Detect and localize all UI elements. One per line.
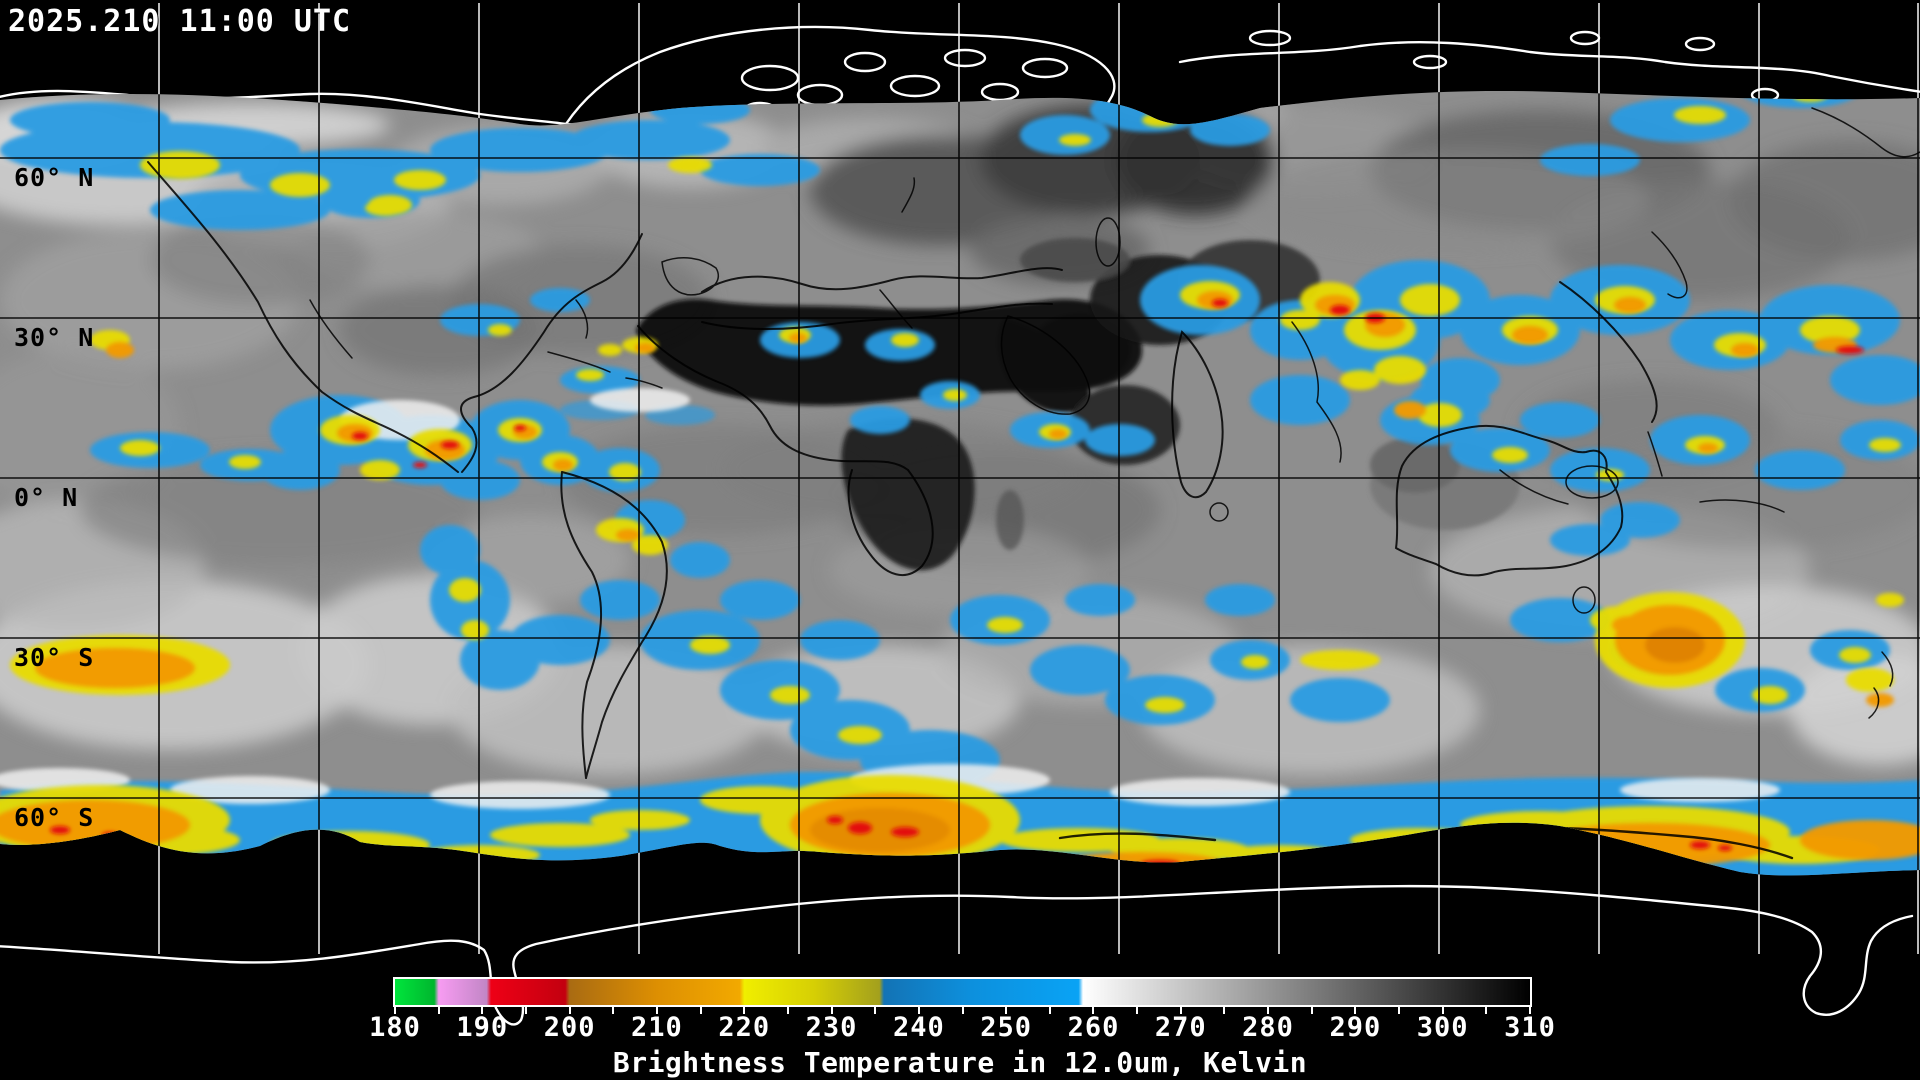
colorbar-tick <box>1136 1005 1139 1014</box>
colorbar-tick <box>394 1005 396 1014</box>
colorbar-tick-label: 300 <box>1416 1012 1469 1043</box>
colorbar-tick-label: 210 <box>631 1012 683 1043</box>
colorbar-tick <box>874 1005 877 1014</box>
colorbar-tick-label: 260 <box>1067 1012 1120 1043</box>
colorbar-tick <box>524 1005 527 1014</box>
colorbar-tick <box>1267 1005 1270 1014</box>
colorbar-tick <box>1092 1005 1095 1014</box>
colorbar-tick <box>743 1005 746 1014</box>
colorbar-tick-label: 250 <box>980 1012 1033 1043</box>
colorbar <box>393 977 1532 1007</box>
colorbar-tick <box>961 1005 964 1014</box>
colorbar-tick <box>655 1005 658 1014</box>
colorbar-tick <box>1441 1005 1444 1014</box>
graticule-black <box>0 0 1920 958</box>
colorbar-tick <box>917 1005 920 1014</box>
colorbar-tick-label: 180 <box>369 1012 421 1043</box>
colorbar-tick-label: 190 <box>456 1012 509 1043</box>
colorbar-tick-label: 230 <box>805 1012 858 1043</box>
colorbar-tick-label: 310 <box>1504 1012 1556 1043</box>
colorbar-tick <box>1179 1005 1182 1014</box>
colorbar-labels: 180 190 200 210 220 230 240 250 260 270 280 290 300 3… <box>369 1012 1555 1043</box>
continent-coastlines <box>147 107 1920 860</box>
colorbar-tick <box>481 1005 484 1014</box>
colorbar-gradient <box>395 979 1530 1005</box>
colorbar-tick-label: 240 <box>892 1012 945 1043</box>
colorbar-tick-label: 290 <box>1329 1012 1382 1043</box>
colorbar-tick <box>1223 1005 1226 1014</box>
colorbar-tick <box>699 1005 702 1014</box>
colorbar-tick <box>612 1005 615 1014</box>
colorbar-ticks <box>394 1005 1531 1014</box>
colorbar-tick-label: 220 <box>718 1012 771 1043</box>
colorbar-tick <box>830 1005 833 1014</box>
colorbar-tick <box>1398 1005 1401 1014</box>
colorbar-tick-label: 270 <box>1154 1012 1207 1043</box>
colorbar-tick <box>1048 1005 1051 1014</box>
colorbar-tick <box>1354 1005 1357 1014</box>
timestamp: 2025.210 11:00 UTC <box>8 4 352 39</box>
colorbar-tick <box>1529 1005 1531 1014</box>
antarctic-coastline <box>0 884 1914 1026</box>
colorbar-tick-label: 200 <box>543 1012 596 1043</box>
colorbar-tick <box>568 1005 571 1014</box>
map-data-region <box>0 0 1920 958</box>
colorbar-tick <box>437 1005 440 1014</box>
colorbar-tick <box>1310 1005 1313 1014</box>
colorbar-caption: Brightness Temperature in 12.0um, Kelvin <box>612 1046 1308 1079</box>
colorbar-tick <box>1005 1005 1008 1014</box>
colorbar-tick-label: 280 <box>1242 1012 1294 1043</box>
colorbar-tick <box>1485 1005 1488 1014</box>
colorbar-tick <box>786 1005 789 1014</box>
